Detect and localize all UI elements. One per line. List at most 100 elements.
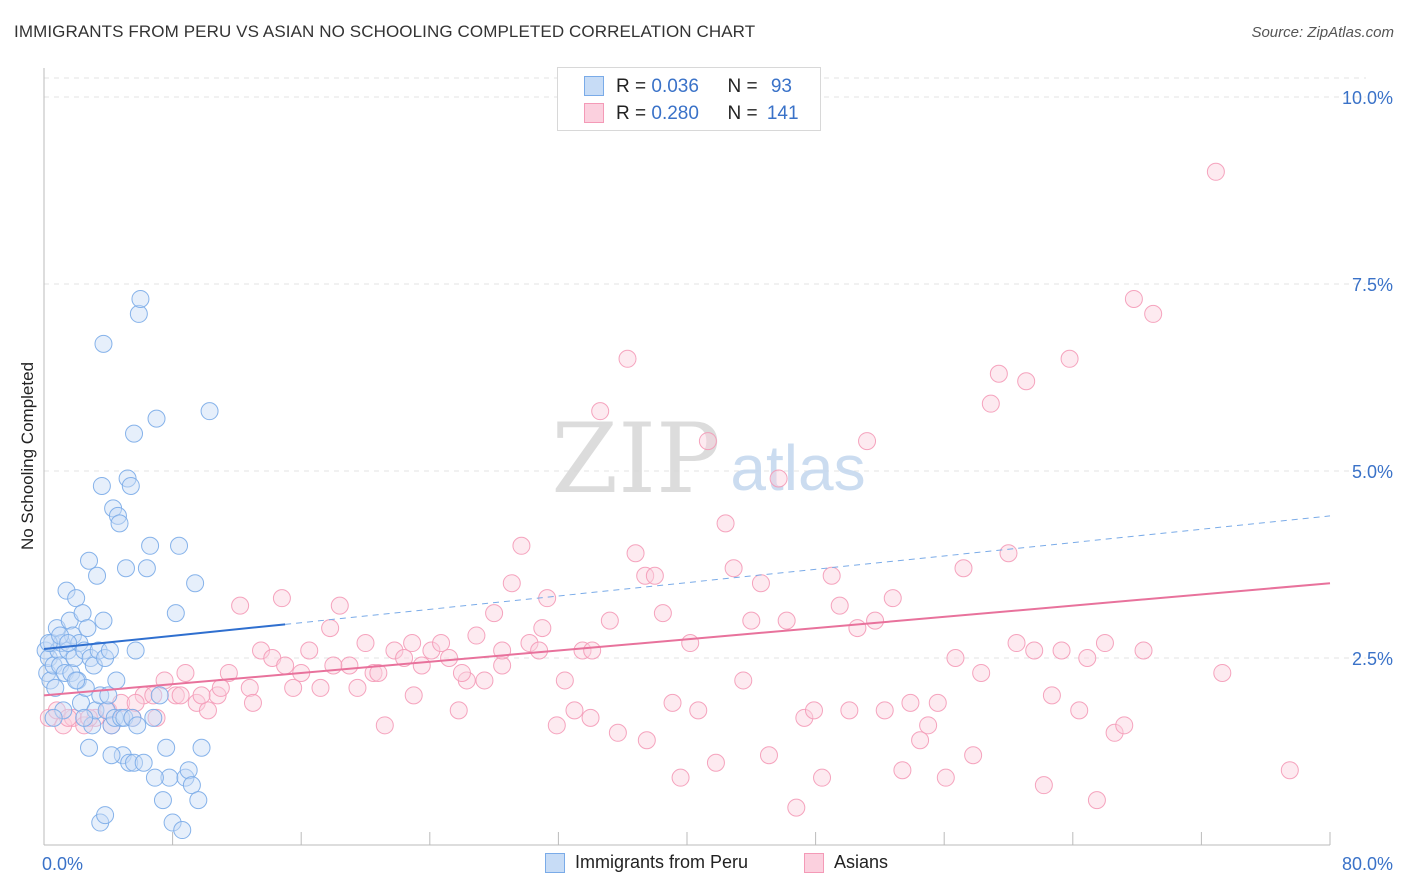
trend-lines	[43, 515, 1331, 697]
asians-point	[618, 349, 637, 368]
y-tick-labels: 2.5% 5.0% 7.5% 10.0%	[1342, 88, 1393, 669]
asians-point	[600, 611, 619, 630]
asians-point	[787, 798, 806, 817]
asians-point	[734, 671, 753, 690]
asians-point	[698, 432, 717, 451]
peru-point	[94, 334, 113, 353]
legend-r-value: 0.280	[651, 103, 699, 124]
asians-point	[777, 611, 796, 630]
asians-point	[565, 701, 584, 720]
peru-point	[92, 476, 111, 495]
asians-point	[243, 693, 262, 712]
peru-point	[108, 506, 127, 525]
asians-point	[311, 678, 330, 697]
peru-point	[59, 634, 78, 653]
peru-point	[128, 716, 147, 735]
asians-point	[1042, 686, 1061, 705]
legend-r-label: R =	[616, 103, 652, 124]
peru-point	[129, 304, 148, 323]
watermark: ZIP atlas	[551, 403, 865, 515]
asians-point	[364, 663, 383, 682]
asians-point	[583, 641, 602, 660]
peru-point	[110, 514, 129, 533]
asians-point	[804, 701, 823, 720]
legend-label-asians: Asians	[834, 852, 889, 872]
asians-point	[1017, 372, 1036, 391]
peru-point	[134, 753, 153, 772]
asians-point	[848, 619, 867, 638]
peru-point	[54, 701, 73, 720]
watermark-atlas: atlas	[730, 432, 865, 504]
asians-point	[795, 708, 814, 727]
asians-point	[385, 641, 404, 660]
legend-swatch-peru	[584, 76, 604, 96]
asians-point	[1144, 304, 1163, 323]
asians-point	[440, 649, 459, 667]
asians-point	[637, 731, 656, 750]
asians-point	[547, 716, 566, 735]
peru-point	[170, 536, 189, 555]
x-tick-label: 0.0%	[42, 854, 83, 874]
peru-point	[182, 776, 201, 795]
asians-point	[555, 671, 574, 690]
legend-r-value: 0.036	[651, 76, 699, 97]
legend-swatch-asians	[804, 853, 824, 873]
peru-point	[73, 604, 92, 623]
peru-point	[94, 611, 113, 630]
peru-point	[200, 402, 219, 421]
watermark-zip: ZIP	[551, 403, 720, 515]
asians-point	[981, 394, 1000, 413]
asians-point	[681, 634, 700, 653]
asians-point	[769, 469, 788, 488]
peru-point	[75, 708, 94, 727]
peru-point	[125, 753, 144, 772]
asians-point	[330, 596, 349, 615]
asians-point	[866, 611, 885, 630]
peru-point	[96, 806, 115, 825]
peru-point	[192, 738, 211, 757]
asians-point	[1034, 776, 1053, 795]
asians-point	[144, 686, 163, 705]
asians-point	[1105, 723, 1124, 742]
y-tick-label: 5.0%	[1352, 462, 1393, 482]
asians-point	[449, 701, 468, 720]
asians-point	[348, 678, 367, 697]
peru-point	[186, 574, 205, 593]
peru-point	[67, 589, 86, 608]
peru-point	[107, 671, 126, 690]
legend-n-value: 93	[770, 76, 792, 97]
asians-point	[883, 589, 902, 608]
asians-point	[321, 619, 340, 638]
asians-point	[972, 663, 991, 682]
peru-point	[57, 581, 76, 600]
peru-point	[121, 476, 140, 495]
asians-point	[375, 716, 394, 735]
asians-point	[1134, 641, 1153, 660]
asians-point	[822, 566, 841, 585]
asians-point	[533, 619, 552, 638]
asians-point	[520, 634, 539, 653]
peru-point	[153, 791, 172, 810]
peru-point	[125, 424, 144, 443]
peru-point	[100, 641, 119, 660]
grid-lines	[44, 77, 1366, 659]
asians-point	[608, 723, 627, 742]
asians-point	[171, 686, 190, 705]
asians-point	[166, 686, 185, 705]
peru-points	[36, 289, 219, 840]
asians-point	[452, 663, 471, 682]
asians-point	[231, 596, 250, 615]
peru-point	[44, 708, 63, 727]
asians-point	[989, 364, 1008, 383]
asians-point	[928, 693, 947, 712]
asians-point	[502, 574, 521, 593]
asians-point	[192, 686, 211, 705]
asians-point	[432, 634, 451, 653]
asians-point	[493, 656, 512, 675]
peru-point	[147, 409, 166, 428]
asians-point	[176, 663, 195, 682]
asians-point	[716, 514, 735, 533]
chart-title: IMMIGRANTS FROM PERU VS ASIAN NO SCHOOLI…	[14, 22, 756, 41]
asians-point	[689, 701, 708, 720]
